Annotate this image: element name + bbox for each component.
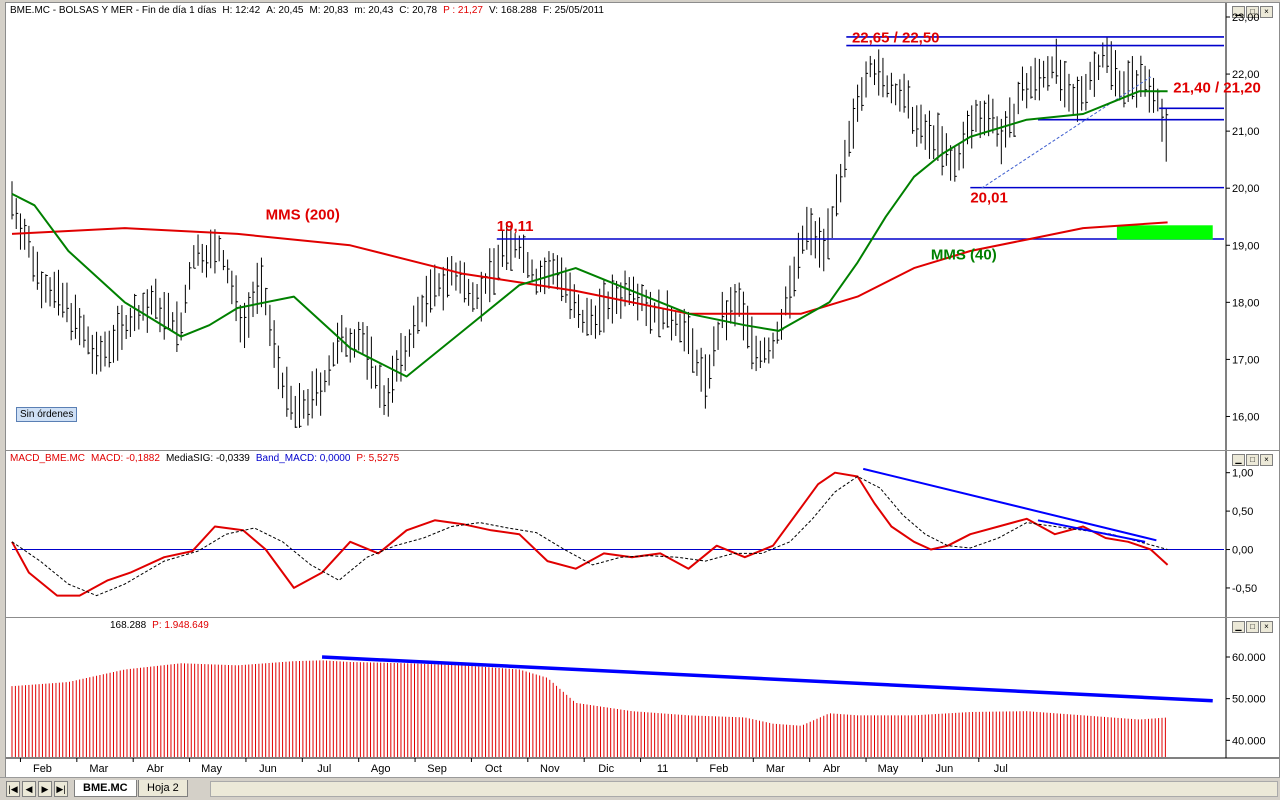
macd-tick-label: -0,50 bbox=[1232, 583, 1257, 595]
month-label: Feb bbox=[33, 763, 52, 775]
month-label: May bbox=[878, 763, 899, 775]
prev-sheet-icon[interactable]: ◀ bbox=[22, 781, 36, 797]
price-tick-label: 20,00 bbox=[1232, 183, 1260, 195]
first-sheet-icon[interactable]: |◀ bbox=[6, 781, 20, 797]
month-label: Mar bbox=[766, 763, 785, 775]
volume-tick-label: 50.000 bbox=[1232, 694, 1266, 706]
price-annotation: 21,40 / 21,20 bbox=[1173, 79, 1261, 96]
price-tick-label: 19,00 bbox=[1232, 240, 1260, 252]
volume-tick-label: 40.000 bbox=[1232, 735, 1266, 747]
maximize-icon[interactable]: □ bbox=[1246, 454, 1259, 466]
volume-tick-label: 60.000 bbox=[1232, 652, 1266, 664]
macd-trendline bbox=[1037, 519, 1146, 543]
month-label: Sep bbox=[427, 763, 447, 775]
month-label: 11 bbox=[657, 763, 668, 775]
price-header-field-4: m: 20,43 bbox=[354, 5, 394, 16]
price-header-field-7: V: 168.288 bbox=[488, 5, 537, 16]
month-label: Jun bbox=[259, 763, 277, 775]
macd-header: MACD_BME.MC MACD: -0,1882 MediaSIG: -0,033… bbox=[10, 453, 405, 464]
month-label: Mar bbox=[89, 763, 108, 775]
macd-header-field-0: MACD_BME.MC bbox=[10, 453, 86, 464]
price-annotation: 22,65 / 22,50 bbox=[852, 30, 940, 47]
month-label: Jul bbox=[994, 763, 1008, 775]
target-zone bbox=[1116, 225, 1213, 240]
price-tick-label: 22,00 bbox=[1232, 69, 1260, 81]
macd-panel-controls: ▁ □ × bbox=[1232, 454, 1273, 466]
price-chart: 16,00 17,00 18,00 19,00 20,00 21,00 22,00 23,00… bbox=[11, 3, 1261, 450]
price-header-field-0: BME.MC - BOLSAS Y MER - Fin de día 1 día… bbox=[10, 5, 217, 16]
price-tick-label: 23,00 bbox=[1232, 12, 1260, 24]
next-sheet-icon[interactable]: ▶ bbox=[38, 781, 52, 797]
month-label: Feb bbox=[709, 763, 728, 775]
minimize-icon[interactable]: ▁ bbox=[1232, 6, 1245, 18]
month-label: Jun bbox=[936, 763, 954, 775]
month-label: Abr bbox=[823, 763, 840, 775]
macd-chart: -0,50 0,00 0,50 1,00 bbox=[11, 451, 1257, 617]
macd-signal-line bbox=[11, 476, 1168, 597]
horizontal-scrollbar[interactable] bbox=[210, 781, 1278, 797]
close-icon[interactable]: × bbox=[1260, 621, 1273, 633]
price-header-field-6: P : 21,27 bbox=[443, 5, 483, 16]
macd-panel: MACD_BME.MC MACD: -0,1882 MediaSIG: -0,033… bbox=[5, 450, 1280, 618]
volume-panel: 168.288 P: 1.948.649 ▁ □ × 40.000 50.000 60… bbox=[5, 617, 1280, 778]
volume-header: 168.288 P: 1.948.649 bbox=[110, 620, 215, 631]
month-label: Dic bbox=[598, 763, 614, 775]
price-header-field-5: C: 20,78 bbox=[399, 5, 438, 16]
orders-badge[interactable]: Sin órdenes bbox=[16, 407, 78, 422]
macd-tick-label: 0,00 bbox=[1232, 545, 1253, 557]
last-sheet-icon[interactable]: ▶| bbox=[54, 781, 68, 797]
volume-trendline bbox=[321, 655, 1213, 703]
price-annotation: 20,01 bbox=[970, 189, 1008, 206]
macd-header-field-4: P: 5,5275 bbox=[356, 453, 400, 464]
price-annotation: 19,11 bbox=[497, 218, 534, 235]
price-header-field-2: A: 20,45 bbox=[266, 5, 304, 16]
month-label: Oct bbox=[485, 763, 502, 775]
price-tick-label: 18,00 bbox=[1232, 297, 1260, 309]
tab-bme[interactable]: BME.MC bbox=[74, 780, 137, 797]
price-tick-label: 21,00 bbox=[1232, 126, 1260, 138]
price-header-field-3: M: 20,83 bbox=[309, 5, 349, 16]
volume-header-field-0: 168.288 bbox=[110, 620, 147, 631]
tab-hoja-2[interactable]: Hoja 2 bbox=[138, 780, 188, 797]
volume-chart: 40.000 50.000 60.000 Feb Mar Abr May Jun Jul Ago S… bbox=[6, 618, 1279, 775]
macd-header-field-3: Band_MACD: 0,0000 bbox=[255, 453, 351, 464]
maximize-icon[interactable]: □ bbox=[1246, 621, 1259, 633]
close-icon[interactable]: × bbox=[1260, 6, 1273, 18]
price-annotation: MMS (40) bbox=[931, 247, 997, 264]
sheet-tab-bar: |◀ ◀ ▶ ▶| BME.MC Hoja 2 bbox=[0, 777, 1280, 798]
macd-trendline bbox=[862, 467, 1157, 542]
minimize-icon[interactable]: ▁ bbox=[1232, 454, 1245, 466]
volume-header-field-1: P: 1.948.649 bbox=[152, 620, 209, 631]
price-trendline bbox=[981, 76, 1151, 189]
volume-panel-controls: ▁ □ × bbox=[1232, 621, 1273, 633]
price-header: BME.MC - BOLSAS Y MER - Fin de día 1 día… bbox=[10, 5, 610, 16]
macd-header-field-2: MediaSIG: -0,0339 bbox=[165, 453, 250, 464]
price-header-field-8: F: 25/05/2011 bbox=[542, 5, 604, 16]
macd-line bbox=[11, 471, 1169, 597]
maximize-icon[interactable]: □ bbox=[1246, 6, 1259, 18]
minimize-icon[interactable]: ▁ bbox=[1232, 621, 1245, 633]
mms-40-line bbox=[11, 90, 1168, 378]
price-tick-label: 17,00 bbox=[1232, 354, 1260, 366]
macd-tick-label: 1,00 bbox=[1232, 468, 1253, 480]
month-label: May bbox=[201, 763, 222, 775]
price-panel-controls: ▁ □ × bbox=[1232, 6, 1273, 18]
month-label: Abr bbox=[147, 763, 164, 775]
price-annotation: MMS (200) bbox=[266, 207, 340, 224]
month-label: Ago bbox=[371, 763, 391, 775]
price-panel: BME.MC - BOLSAS Y MER - Fin de día 1 día… bbox=[5, 2, 1280, 451]
macd-tick-label: 0,50 bbox=[1232, 506, 1253, 518]
price-header-field-1: H: 12:42 bbox=[222, 5, 261, 16]
month-label: Nov bbox=[540, 763, 560, 775]
close-icon[interactable]: × bbox=[1260, 454, 1273, 466]
macd-header-field-1: MACD: -0,1882 bbox=[91, 453, 160, 464]
mms-200-line bbox=[11, 221, 1168, 315]
month-label: Jul bbox=[317, 763, 331, 775]
price-tick-label: 16,00 bbox=[1232, 411, 1260, 423]
